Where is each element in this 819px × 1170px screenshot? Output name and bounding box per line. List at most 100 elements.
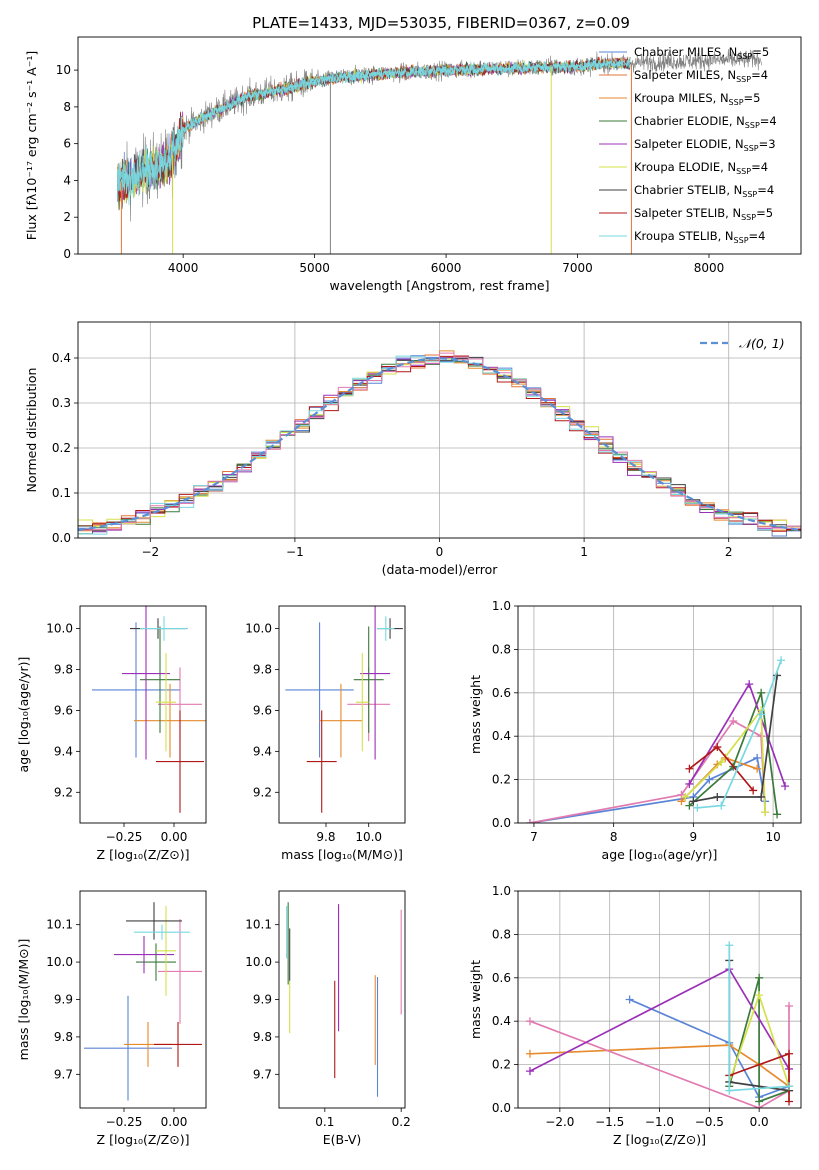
axes-frame: [79, 605, 207, 824]
errorbar-point: [306, 710, 337, 813]
y-tick-label: 0.8: [492, 642, 511, 656]
weight-series: [725, 941, 794, 1095]
weight-marker: [689, 797, 698, 806]
weight-marker: [525, 1017, 534, 1026]
errorbar-point: [156, 710, 204, 813]
y-tick-label: 0.2: [492, 773, 511, 787]
axes-frame: [278, 890, 406, 1109]
panel-spectrum: 4000 5000 6000 7000 8000 0 2 4 6 8 10 wavelength [A…: [24, 36, 802, 293]
errorbar-point: [84, 995, 172, 1101]
axes-frame: [278, 605, 406, 824]
axes-frame: [517, 890, 802, 1109]
weight-series: [681, 706, 770, 817]
weight-line: [684, 707, 766, 813]
weight-marker: [785, 1082, 794, 1091]
x-tick-label: 8000: [694, 261, 725, 275]
legend-label: Chabrier STELIB, NSSP=4: [634, 183, 774, 199]
weight-marker: [755, 991, 764, 1000]
x-axis-label: mass [log₁₀(M/M⊙)]: [281, 847, 403, 862]
weight-marker: [761, 808, 770, 817]
x-tick-label: 9.8: [316, 830, 335, 844]
y-tick-label: 4: [63, 173, 71, 187]
x-tick-label: 1: [580, 545, 588, 559]
y-tick-label: 0.3: [52, 396, 71, 410]
errorbar-point: [360, 606, 391, 760]
y-tick-label: 10.0: [245, 622, 272, 636]
y-tick-label: 9.8: [253, 662, 272, 676]
weight-series: [525, 717, 770, 823]
y-axis-label: mass [log₁₀(M/M⊙)]: [16, 939, 31, 1061]
weight-marker: [755, 973, 764, 982]
y-tick-label: 9.2: [54, 785, 73, 799]
y-tick-label: 10.0: [46, 622, 73, 636]
weight-marker: [745, 680, 754, 689]
plot-area: [92, 606, 206, 813]
weight-series: [689, 671, 782, 806]
model-line: [117, 58, 631, 206]
weight-line: [728, 977, 790, 1103]
y-tick-label: 9.7: [54, 1067, 73, 1081]
errorbar-point: [140, 616, 188, 641]
residual-histogram: [78, 352, 801, 531]
errorbar-point: [158, 919, 202, 1024]
weight-marker: [729, 717, 738, 726]
panel-residuals: −2 −1 0 1 2 0.0 0.1 0.2 0.3 0.4 (data-model)/error…: [24, 321, 802, 577]
x-tick-label: 9: [690, 830, 698, 844]
y-tick-label: 9.9: [253, 993, 272, 1007]
errorbar-point: [92, 622, 180, 758]
y-tick-label: 0.0: [492, 816, 511, 830]
y-axis-label: Flux [fλ10⁻¹⁷ erg cm⁻² s⁻¹ A⁻¹]: [24, 51, 39, 240]
weight-marker: [705, 775, 714, 784]
weight-line: [529, 1006, 790, 1108]
y-tick-label: 9.4: [253, 744, 272, 758]
x-tick-label: 6000: [431, 261, 462, 275]
x-tick-label: −2: [141, 545, 159, 559]
y-tick-label: 6: [63, 137, 71, 151]
errorbar-point: [134, 924, 190, 940]
x-axis-label: Z [log₁₀(Z/Z⊙)]: [97, 847, 190, 862]
legend-label: 𝒩(0, 1): [739, 336, 785, 351]
y-tick-label: 0.0: [492, 1101, 511, 1115]
y-axis-label: age [log₁₀(age/yr)]: [16, 657, 31, 773]
errorbar-point: [156, 653, 176, 752]
y-tick-label: 10: [56, 63, 71, 77]
panel-weight_Z: −2.0 −1.5 −1.0 −0.5 0.0 0.0 0.2 0.4 0.6 0.8 1.0 Z […: [468, 884, 802, 1147]
plot-area: [286, 902, 402, 1097]
x-tick-label: 10: [765, 830, 780, 844]
x-tick-label: −0.5: [695, 1115, 724, 1129]
legend-label: Salpeter MILES, NSSP=4: [634, 68, 768, 84]
y-tick-label: 9.6: [253, 703, 272, 717]
model-line: [117, 56, 631, 202]
x-tick-label: 7: [530, 830, 538, 844]
errorbar-point: [319, 683, 363, 758]
weight-line: [529, 1044, 790, 1087]
weight-line: [697, 660, 782, 809]
x-axis-label: (data-model)/error: [382, 562, 499, 577]
y-tick-label: 9.2: [253, 785, 272, 799]
axes-frame: [77, 36, 802, 255]
weight-line: [529, 756, 766, 823]
weight-series: [685, 743, 758, 795]
errorbar-point: [114, 935, 174, 974]
plot-area: [285, 606, 403, 813]
y-tick-label: 1.0: [492, 599, 511, 613]
weight-marker: [785, 1097, 794, 1106]
weight-series: [685, 680, 790, 791]
weight-marker: [625, 995, 634, 1004]
y-tick-label: 9.8: [253, 1030, 272, 1044]
weight-marker: [681, 792, 690, 801]
x-tick-label: 0.1: [315, 1115, 334, 1129]
x-tick-label: −1: [286, 545, 304, 559]
x-tick-label: 7000: [562, 261, 593, 275]
legend-label: Kroupa MILES, NSSP=5: [634, 91, 760, 107]
legend-label: Salpeter ELODIE, NSSP=3: [634, 137, 776, 153]
y-tick-label: 10.1: [245, 918, 272, 932]
errorbar-point: [154, 1021, 202, 1067]
weight-marker: [773, 810, 782, 819]
legend-label: Chabrier MILES, NSSP=5: [634, 45, 769, 61]
errorbar-point: [353, 626, 384, 733]
weight-marker: [753, 753, 762, 762]
weight-marker: [717, 801, 726, 810]
legend-label: Chabrier ELODIE, NSSP=4: [634, 114, 777, 130]
y-tick-label: 1.0: [492, 884, 511, 898]
